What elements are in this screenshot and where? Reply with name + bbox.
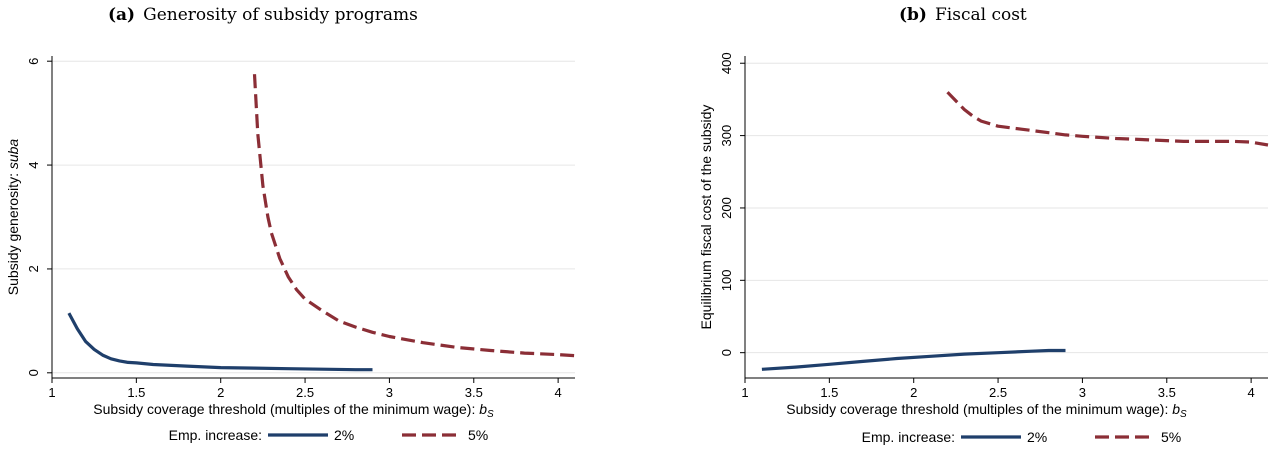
chart-a-y-axis-title: Subsidy generosity: suba [5, 139, 21, 296]
panel-b-title: (b) Fiscal cost [899, 5, 1027, 25]
chart-b-y-axis-title-text: Equilibrium fiscal cost of the subsidy [698, 105, 714, 330]
chart-a-series-line-2pct [67, 312, 373, 372]
chart-b-y-tick-label: 100 [719, 269, 734, 291]
chart-a-x-tick-label: 4 [555, 385, 562, 400]
panel-a-letter: (a) [108, 5, 136, 25]
chart-a-y-axis-title-math: suba [5, 139, 21, 170]
chart-b-y-tick-label: 300 [719, 125, 734, 147]
chart-a-x-tick-label: 1.5 [127, 385, 145, 400]
chart-b-y-axis-title: Equilibrium fiscal cost of the subsidy [698, 105, 714, 330]
chart-a-y-tick-label: 0 [26, 369, 41, 376]
chart-a-legend-title: Emp. increase: [169, 427, 262, 443]
chart-a-legend-label: 2% [334, 427, 354, 443]
chart-a-x-tick-label: 3.5 [465, 385, 483, 400]
chart-b-x-tick-label: 3 [1079, 385, 1086, 400]
chart-a-x-tick-label: 2 [217, 385, 224, 400]
chart-b-legend-label: 5% [1161, 429, 1181, 445]
chart-b-y-tick-label: 0 [719, 349, 734, 356]
chart-b-series-line-5pct [946, 91, 1269, 147]
chart-a-x-tick-label: 3 [386, 385, 393, 400]
chart-b-x-tick-label: 2.5 [989, 385, 1007, 400]
chart-b-x-tick-label: 4 [1248, 385, 1255, 400]
chart-a-x-tick-label: 2.5 [296, 385, 314, 400]
chart-a-series-line-5pct [252, 74, 576, 358]
chart-b-x-tick-label: 1 [741, 385, 748, 400]
chart-a-legend: Emp. increase: 2% 5% [169, 427, 489, 443]
chart-b-x-axis-title-sub: S [1180, 409, 1187, 420]
chart-b-x-axis-title: Subsidy coverage threshold (multiples of… [786, 401, 1187, 420]
chart-b-legend: Emp. increase: 2% 5% [862, 429, 1182, 445]
chart-a-x-tick-label: 1 [48, 385, 55, 400]
chart-b-y-tick-label: 200 [719, 197, 734, 219]
panel-a-title-text: Generosity of subsidy programs [143, 5, 418, 25]
chart-b-x-tick-label: 1.5 [820, 385, 838, 400]
chart-a-x-axis-title-sub: S [487, 409, 494, 420]
chart-b-x-axis-title-math: b [1172, 401, 1180, 417]
panel-a-title: (a) Generosity of subsidy programs [108, 5, 418, 25]
chart-a-y-axis-title-text: Subsidy generosity: [5, 169, 21, 295]
chart-b-series-line-2pct [761, 348, 1066, 371]
chart-a-x-axis-title-math: b [479, 401, 487, 417]
chart-a-x-axis-title: Subsidy coverage threshold (multiples of… [93, 401, 494, 420]
chart-a-y-tick-label: 2 [26, 265, 41, 272]
chart-a-x-axis-title-text: Subsidy coverage threshold (multiples of… [93, 401, 479, 417]
panel-b-letter: (b) [899, 5, 927, 25]
chart-a-legend-label: 5% [468, 427, 488, 443]
chart-b-x-axis-title-text: Subsidy coverage threshold (multiples of… [786, 401, 1172, 417]
chart-b-legend-title: Emp. increase: [862, 429, 955, 445]
chart-b-legend-label: 2% [1027, 429, 1047, 445]
panel-b-title-text: Fiscal cost [934, 5, 1027, 25]
chart-a-y-tick-label: 6 [26, 58, 41, 65]
chart-b-x-tick-label: 2 [910, 385, 917, 400]
chart-b-y-tick-label: 400 [719, 52, 734, 74]
chart-a-y-tick-label: 4 [26, 161, 41, 168]
chart-b-x-tick-label: 3.5 [1158, 385, 1176, 400]
